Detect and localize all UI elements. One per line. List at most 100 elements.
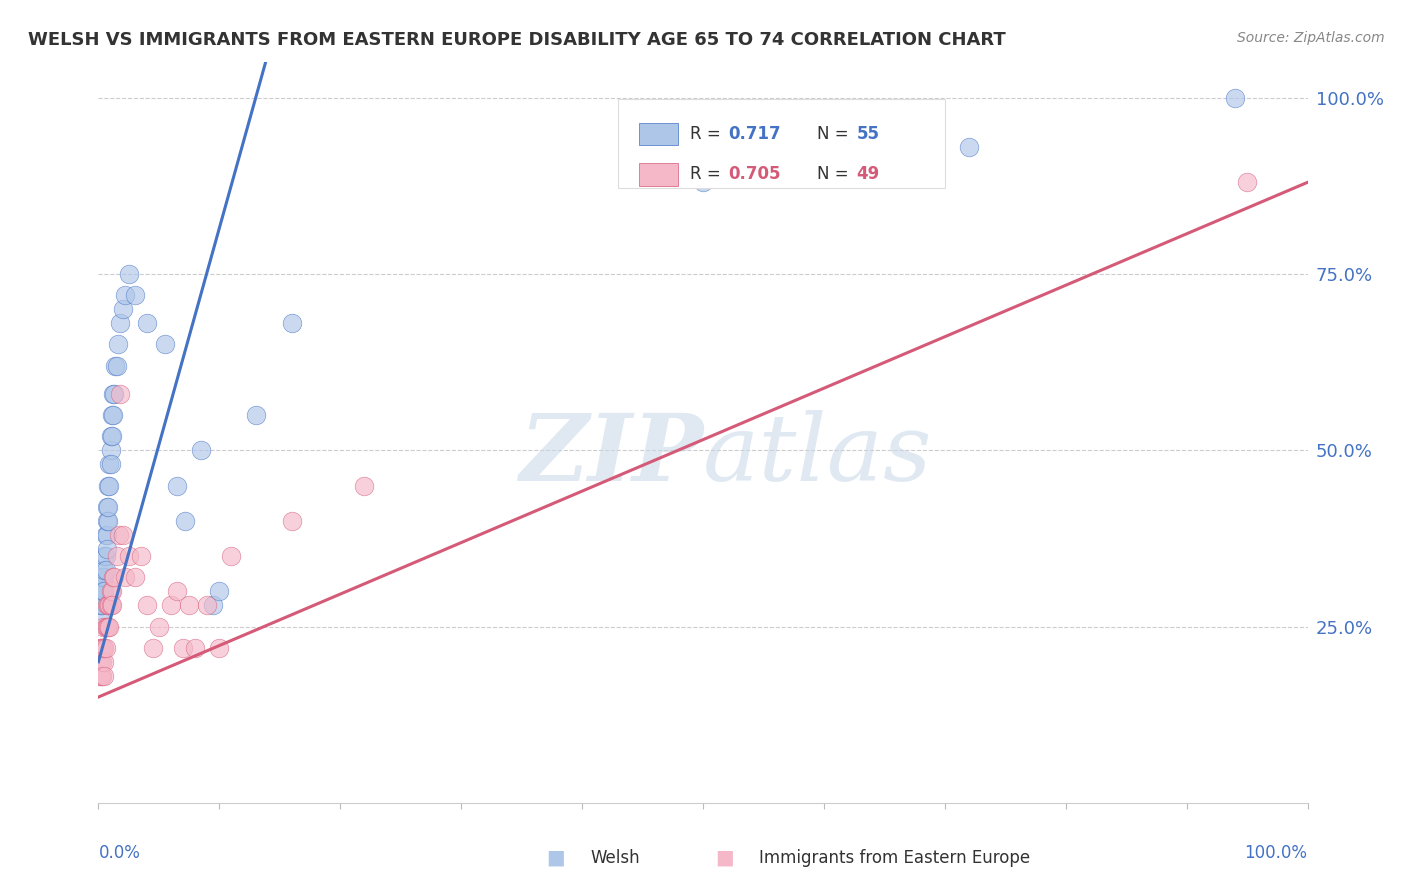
Point xyxy=(166,584,188,599)
Point xyxy=(957,140,980,154)
Point xyxy=(98,478,121,492)
Point xyxy=(107,337,129,351)
Point xyxy=(90,669,112,683)
Point xyxy=(91,599,114,613)
Point xyxy=(91,584,114,599)
Point xyxy=(100,429,122,443)
Point xyxy=(105,359,128,373)
Point xyxy=(100,458,122,472)
Point xyxy=(184,640,207,655)
Point xyxy=(105,549,128,563)
Text: ZIP: ZIP xyxy=(519,409,703,500)
Point xyxy=(195,599,218,613)
Point xyxy=(118,549,141,563)
FancyBboxPatch shape xyxy=(638,163,678,186)
Point xyxy=(179,599,201,613)
Text: ▪: ▪ xyxy=(546,844,565,872)
Point xyxy=(93,570,115,584)
Point xyxy=(97,619,120,633)
Point xyxy=(94,563,117,577)
Point xyxy=(114,288,136,302)
Text: 0.717: 0.717 xyxy=(728,125,780,143)
Point xyxy=(97,514,120,528)
Point xyxy=(93,584,115,599)
Text: 0.705: 0.705 xyxy=(728,165,780,184)
Text: WELSH VS IMMIGRANTS FROM EASTERN EUROPE DISABILITY AGE 65 TO 74 CORRELATION CHAR: WELSH VS IMMIGRANTS FROM EASTERN EUROPE … xyxy=(28,31,1005,49)
Text: Welsh: Welsh xyxy=(591,849,640,867)
Point xyxy=(100,443,122,458)
Point xyxy=(93,640,115,655)
Point xyxy=(96,514,118,528)
Point xyxy=(89,584,111,599)
Text: R =: R = xyxy=(690,165,725,184)
Point xyxy=(98,599,121,613)
Point xyxy=(91,640,114,655)
Text: R =: R = xyxy=(690,125,725,143)
Point xyxy=(91,619,114,633)
Point xyxy=(124,570,146,584)
Point xyxy=(692,175,714,189)
Point xyxy=(124,288,146,302)
Point xyxy=(90,570,112,584)
Text: 49: 49 xyxy=(856,165,880,184)
Text: N =: N = xyxy=(817,125,853,143)
Point xyxy=(108,387,131,401)
Point xyxy=(135,316,157,330)
Point xyxy=(90,599,112,613)
Point xyxy=(94,619,117,633)
Point xyxy=(104,359,127,373)
Point xyxy=(172,640,194,655)
Point xyxy=(245,408,267,422)
Text: 55: 55 xyxy=(856,125,880,143)
Point xyxy=(153,337,176,351)
Point xyxy=(108,528,131,542)
Point xyxy=(89,669,111,683)
Point xyxy=(148,619,170,633)
Point xyxy=(129,549,152,563)
Point xyxy=(118,267,141,281)
Point xyxy=(100,429,122,443)
Point xyxy=(353,478,375,492)
Point xyxy=(111,528,134,542)
Point xyxy=(108,316,131,330)
Point xyxy=(96,619,118,633)
Point xyxy=(281,316,304,330)
Point xyxy=(96,528,118,542)
Point xyxy=(94,640,117,655)
Text: Immigrants from Eastern Europe: Immigrants from Eastern Europe xyxy=(759,849,1031,867)
Text: N =: N = xyxy=(817,165,853,184)
Point xyxy=(89,655,111,669)
Point xyxy=(98,619,121,633)
Point xyxy=(101,387,124,401)
Point xyxy=(135,599,157,613)
Point xyxy=(1223,91,1246,105)
Point xyxy=(91,570,114,584)
Point xyxy=(93,549,115,563)
Point xyxy=(101,570,124,584)
Text: Source: ZipAtlas.com: Source: ZipAtlas.com xyxy=(1237,31,1385,45)
Point xyxy=(100,408,122,422)
Point xyxy=(90,584,112,599)
Point xyxy=(103,570,125,584)
Point xyxy=(1236,175,1258,189)
Point xyxy=(96,599,118,613)
FancyBboxPatch shape xyxy=(619,99,945,188)
Point xyxy=(96,500,118,514)
Point xyxy=(97,599,120,613)
Point xyxy=(90,640,112,655)
Point xyxy=(98,458,121,472)
Point xyxy=(101,408,124,422)
Point xyxy=(93,669,115,683)
Point xyxy=(96,541,118,556)
Point xyxy=(190,443,212,458)
Point xyxy=(89,612,111,626)
Point xyxy=(91,655,114,669)
Point xyxy=(91,669,114,683)
Point xyxy=(202,599,225,613)
Text: ▪: ▪ xyxy=(714,844,734,872)
Point xyxy=(142,640,165,655)
Point xyxy=(93,563,115,577)
Point xyxy=(89,640,111,655)
Point xyxy=(91,584,114,599)
Point xyxy=(174,514,197,528)
